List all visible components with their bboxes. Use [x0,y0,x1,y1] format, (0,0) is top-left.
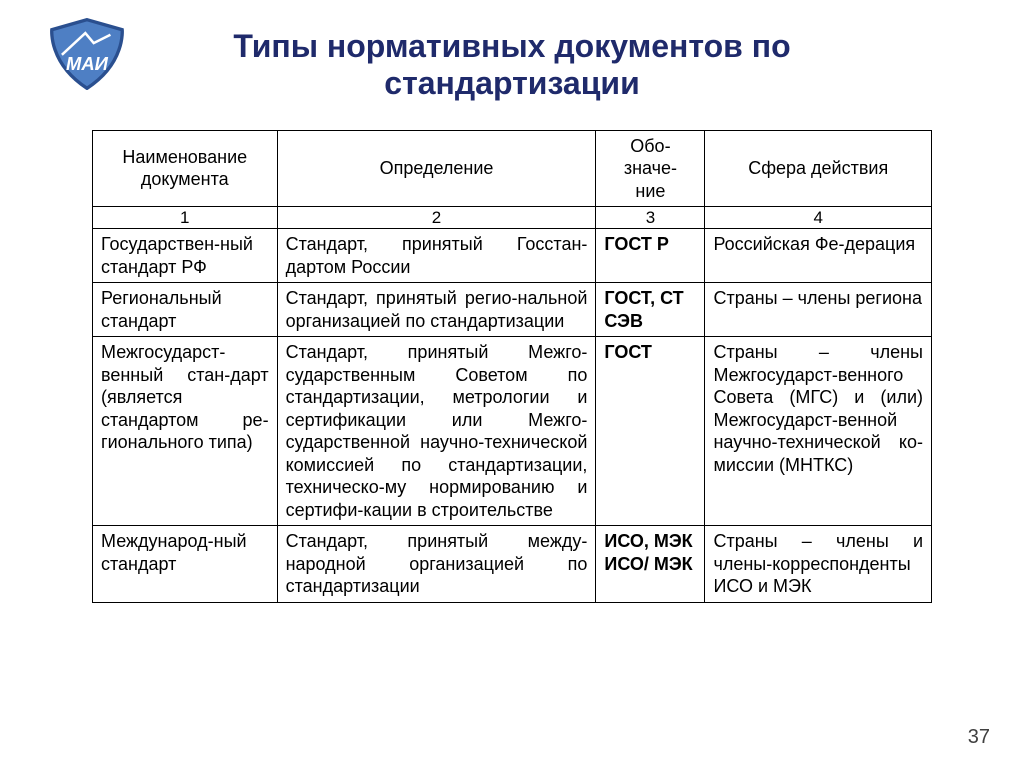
colnum-2: 2 [277,207,596,229]
cell-scope: Российская Фе-дерация [705,229,932,283]
cell-def: Стандарт, принятый Госстан-дартом России [277,229,596,283]
colnum-3: 3 [596,207,705,229]
table-container: Наименование документа Определение Обо- … [92,130,932,603]
cell-desig: ГОСТ Р [596,229,705,283]
cell-name: Региональный стандарт [93,283,278,337]
cell-name: Международ-ный стандарт [93,526,278,603]
title-line-1: Типы нормативных документов по [233,28,790,64]
cell-name: Межгосударст-венный стан-дарт (является … [93,337,278,526]
cell-scope: Страны – члены региона [705,283,932,337]
page-number: 37 [968,726,990,749]
shield-icon: МАИ [44,18,130,90]
header-designation: Обо- значе- ние [596,130,705,207]
table-row: Международ-ный стандарт Стандарт, принят… [93,526,932,603]
header-name: Наименование документа [93,130,278,207]
standards-table: Наименование документа Определение Обо- … [92,130,932,603]
slide-title: Типы нормативных документов по стандарти… [100,28,924,102]
cell-def: Стандарт, принятый регио-нальной организ… [277,283,596,337]
cell-scope: Страны – члены и члены-корреспонденты ИС… [705,526,932,603]
colnum-4: 4 [705,207,932,229]
table-header-row: Наименование документа Определение Обо- … [93,130,932,207]
table-row: Региональный стандарт Стандарт, принятый… [93,283,932,337]
cell-desig: ИСО, МЭК ИСО/ МЭК [596,526,705,603]
header-scope: Сфера действия [705,130,932,207]
cell-desig: ГОСТ [596,337,705,526]
colnum-1: 1 [93,207,278,229]
cell-def: Стандарт, принятый между-народной органи… [277,526,596,603]
cell-name: Государствен-ный стандарт РФ [93,229,278,283]
mai-logo: МАИ [44,18,130,90]
cell-def: Стандарт, принятый Межго-сударственным С… [277,337,596,526]
table-row: Межгосударст-венный стан-дарт (является … [93,337,932,526]
header-definition: Определение [277,130,596,207]
table-number-row: 1 2 3 4 [93,207,932,229]
cell-scope: Страны – члены Межгосударст-венного Сове… [705,337,932,526]
slide: МАИ Типы нормативных документов по станд… [0,0,1024,767]
logo-text: МАИ [66,53,109,74]
cell-desig: ГОСТ, СТ СЭВ [596,283,705,337]
table-row: Государствен-ный стандарт РФ Стандарт, п… [93,229,932,283]
title-line-2: стандартизации [384,65,639,101]
